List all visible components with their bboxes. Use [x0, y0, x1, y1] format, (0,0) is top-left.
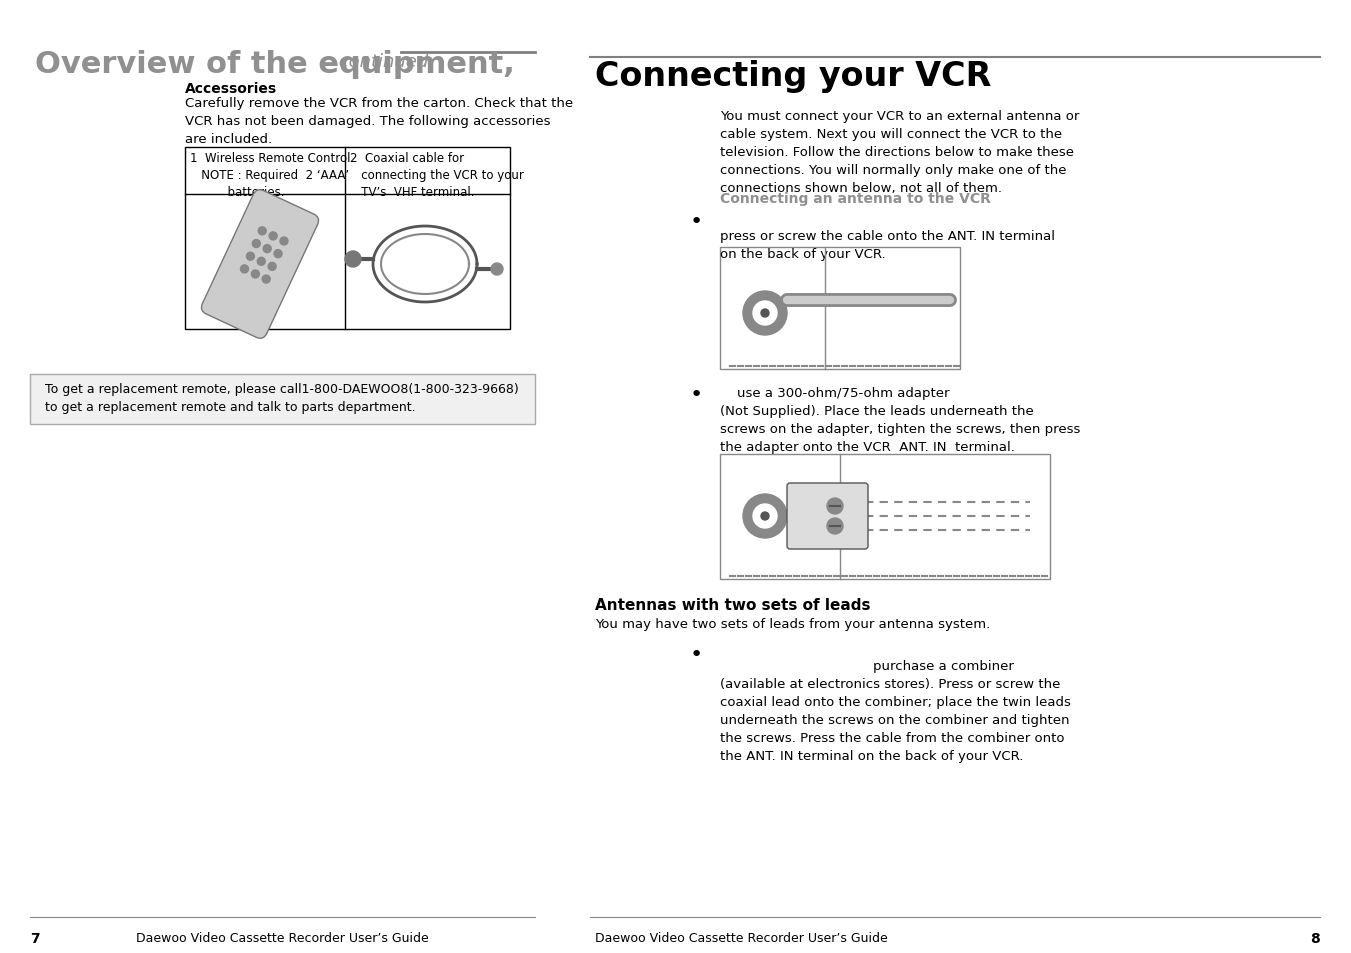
Text: 8: 8	[1310, 931, 1320, 945]
Text: Overview of the equipment,: Overview of the equipment,	[35, 50, 515, 79]
Circle shape	[753, 302, 777, 326]
Circle shape	[253, 240, 261, 249]
Bar	[30, 375, 535, 424]
Text: Antennas with two sets of leads: Antennas with two sets of leads	[594, 598, 870, 613]
Bar	[185, 148, 509, 330]
Text: 2  Coaxial cable for
   connecting the VCR to your
   TV’s  VHF terminal.: 2 Coaxial cable for connecting the VCR t…	[350, 152, 524, 199]
Text: You may have two sets of leads from your antenna system.: You may have two sets of leads from your…	[594, 618, 990, 630]
Text: To get a replacement remote, please call1-800-DAEWOO8(1-800-323-9668)
to get a r: To get a replacement remote, please call…	[45, 382, 519, 414]
Circle shape	[274, 251, 282, 258]
Text: Carefully remove the VCR from the carton. Check that the
VCR has not been damage: Carefully remove the VCR from the carton…	[185, 97, 573, 146]
Text: Connecting your VCR: Connecting your VCR	[594, 60, 992, 92]
Circle shape	[345, 252, 361, 268]
Circle shape	[743, 495, 788, 538]
Circle shape	[267, 263, 276, 271]
Text: purchase a combiner
(available at electronics stores). Press or screw the
coaxia: purchase a combiner (available at electr…	[720, 659, 1071, 762]
Circle shape	[761, 513, 769, 520]
Circle shape	[743, 292, 788, 335]
Text: Connecting an antenna to the VCR: Connecting an antenna to the VCR	[720, 192, 990, 206]
Circle shape	[753, 504, 777, 529]
Circle shape	[263, 245, 272, 253]
Circle shape	[251, 271, 259, 278]
Circle shape	[258, 228, 266, 235]
Circle shape	[827, 498, 843, 515]
Text: •: •	[690, 644, 704, 664]
Text: continued: continued	[332, 53, 428, 71]
FancyBboxPatch shape	[201, 191, 319, 339]
Bar	[720, 248, 961, 370]
Text: Accessories: Accessories	[185, 82, 277, 96]
Text: You must connect your VCR to an external antenna or
cable system. Next you will : You must connect your VCR to an external…	[720, 110, 1079, 194]
Text: 7: 7	[30, 931, 39, 945]
Bar	[720, 455, 1050, 579]
Text: •: •	[690, 212, 704, 232]
FancyBboxPatch shape	[788, 483, 867, 550]
Circle shape	[269, 233, 277, 241]
Circle shape	[761, 310, 769, 317]
Text: Daewoo Video Cassette Recorder User’s Guide: Daewoo Video Cassette Recorder User’s Gu…	[136, 931, 428, 944]
Text: press or screw the cable onto the ANT. IN terminal
on the back of your VCR.: press or screw the cable onto the ANT. I…	[720, 230, 1055, 261]
Circle shape	[246, 253, 254, 261]
Text: 1  Wireless Remote Control
   NOTE : Required  2 ‘AAA’
          batteries.: 1 Wireless Remote Control NOTE : Require…	[190, 152, 350, 199]
Text: Daewoo Video Cassette Recorder User’s Guide: Daewoo Video Cassette Recorder User’s Gu…	[594, 931, 888, 944]
Circle shape	[257, 258, 265, 266]
Text: •: •	[690, 385, 704, 405]
Circle shape	[827, 518, 843, 535]
Text: use a 300-ohm/75-ohm adapter
(Not Supplied). Place the leads underneath the
scre: use a 300-ohm/75-ohm adapter (Not Suppli…	[720, 387, 1081, 454]
Circle shape	[280, 237, 288, 246]
Circle shape	[490, 264, 503, 275]
Circle shape	[262, 275, 270, 284]
Circle shape	[240, 266, 249, 274]
